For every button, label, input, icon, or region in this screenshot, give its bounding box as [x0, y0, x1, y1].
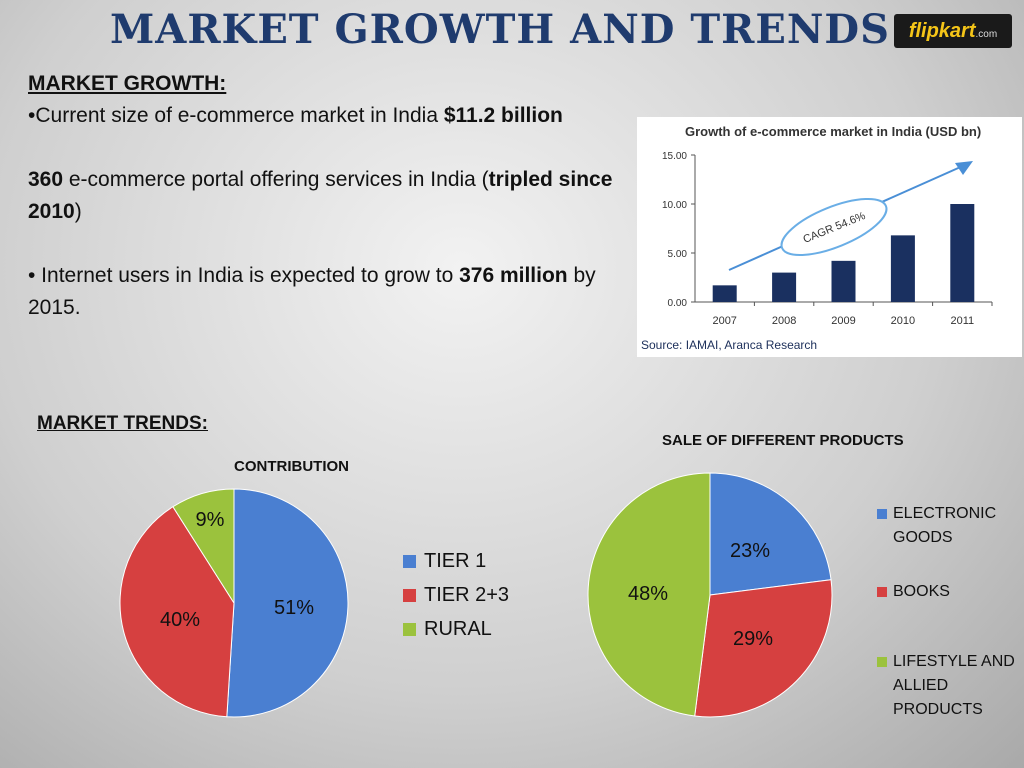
pie-value-label: 40%	[160, 609, 200, 631]
x-tick-label: 2009	[831, 315, 855, 327]
legend-swatch	[877, 509, 887, 519]
legend-label: RURAL	[424, 618, 492, 640]
x-tick-label: 2008	[772, 315, 796, 327]
pie-value-label: 29%	[733, 628, 773, 650]
legend-item: TIER 1	[403, 550, 509, 573]
flipkart-logo: flipkart.com	[894, 14, 1012, 48]
market-trends-heading: MARKET TRENDS:	[37, 413, 208, 434]
trend-arrowhead	[955, 161, 973, 175]
bar-2011	[950, 204, 975, 302]
x-tick-label: 2007	[712, 315, 736, 327]
y-tick-label: 15.00	[662, 151, 687, 162]
legend-item: LIFESTYLE AND ALLIED PRODUCTS	[877, 650, 1022, 722]
legend-item: TIER 2+3	[403, 584, 509, 607]
slide-title: MARKET GROWTH AND TRENDS	[110, 6, 890, 53]
pie-value-label: 48%	[628, 583, 668, 605]
pie-value-label: 23%	[730, 540, 770, 562]
bar-2007	[712, 285, 737, 302]
bullet-internet-users: • Internet users in India is expected to…	[28, 264, 596, 319]
sales-legend: ELECTRONIC GOODS BOOKS LIFESTYLE AND ALLIE…	[877, 502, 1022, 722]
legend-label: BOOKS	[893, 583, 950, 600]
sales-pie: 23% 29% 48%	[587, 472, 833, 718]
legend-swatch	[877, 587, 887, 597]
pie-slice-2	[172, 488, 235, 605]
contribution-legend: TIER 1 TIER 2+3 RURAL	[403, 550, 509, 652]
bar-chart-title: Growth of e-commerce market in India (US…	[685, 124, 981, 139]
market-growth-heading: MARKET GROWTH:	[28, 72, 227, 95]
y-tick-label: 5.00	[668, 249, 688, 260]
pie-slice-1	[119, 506, 235, 718]
pie-value-label: 51%	[274, 597, 314, 619]
cagr-ellipse	[780, 198, 888, 256]
pie-slice-0	[709, 472, 832, 596]
legend-label: LIFESTYLE AND ALLIED PRODUCTS	[893, 653, 1015, 718]
legend-label: TIER 1	[424, 550, 487, 572]
legend-swatch	[403, 555, 416, 569]
bar-2008	[772, 272, 797, 302]
pie-slice-1	[694, 579, 833, 718]
legend-swatch	[877, 657, 887, 667]
legend-label: ELECTRONIC GOODS	[893, 505, 997, 546]
logo-brand: flipkart	[908, 20, 976, 42]
x-tick-label: 2011	[950, 315, 974, 327]
legend-item: BOOKS	[877, 580, 1022, 604]
bullet-portals: 360 e-commerce portal offering services …	[28, 168, 613, 223]
contribution-pie: 51% 40% 9%	[119, 488, 349, 718]
pie-value-label: 9%	[196, 509, 225, 531]
growth-bar-chart: Growth of e-commerce market in India (US…	[641, 124, 993, 352]
y-tick-label: 0.00	[668, 298, 688, 309]
legend-swatch	[403, 589, 416, 603]
y-tick-label: 10.00	[662, 200, 687, 211]
bullet-market-size: •Current size of e-commerce market in In…	[28, 104, 563, 127]
pie-slice-2	[587, 472, 711, 717]
contribution-title: CONTRIBUTION	[234, 458, 349, 475]
growth-chart-panel: Growth of e-commerce market in India (US…	[637, 117, 1022, 357]
bar-2009	[831, 260, 856, 302]
chart-source: Source: IAMAI, Aranca Research	[641, 338, 817, 352]
logo-suffix: .com	[975, 29, 998, 40]
legend-label: TIER 2+3	[424, 584, 510, 606]
x-tick-label: 2010	[891, 315, 915, 327]
bar-2010	[890, 235, 915, 302]
legend-swatch	[403, 623, 416, 637]
legend-item: ELECTRONIC GOODS	[877, 502, 1022, 550]
sales-title: SALE OF DIFFERENT PRODUCTS	[662, 432, 904, 449]
market-growth-text: MARKET GROWTH: •Current size of e-commer…	[28, 68, 618, 324]
pie-slice-0	[226, 488, 349, 718]
legend-item: RURAL	[403, 618, 509, 641]
